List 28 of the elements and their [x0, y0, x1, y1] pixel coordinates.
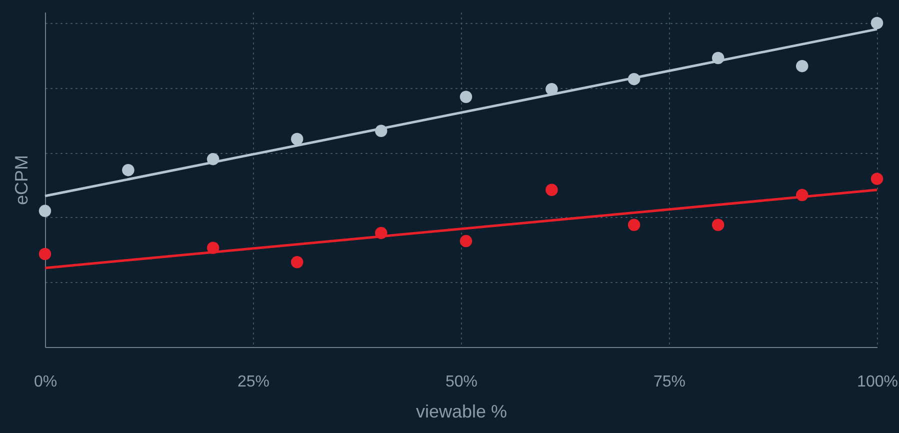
point: [206, 152, 220, 166]
x-axis-title: viewable %: [416, 402, 508, 422]
point: [712, 218, 724, 231]
point: [290, 256, 304, 268]
x-tick-label: 0%: [34, 374, 58, 390]
point: [38, 204, 52, 218]
point: [796, 188, 808, 202]
point: [546, 184, 558, 196]
point: [870, 16, 884, 30]
point: [122, 164, 134, 176]
point: [460, 234, 472, 248]
point: [38, 248, 52, 260]
point: [796, 60, 808, 72]
point: [206, 242, 220, 254]
x-tick-label: 75%: [653, 374, 686, 390]
point: [628, 72, 640, 86]
point: [290, 132, 304, 146]
point: [546, 82, 558, 96]
point: [375, 124, 388, 138]
y-axis-title: eCPM: [12, 154, 32, 206]
point: [870, 172, 884, 185]
x-tick-label: 25%: [237, 374, 270, 390]
point: [628, 218, 640, 231]
point: [375, 226, 388, 240]
x-tick-label: 100%: [857, 374, 898, 390]
x-tick-label: 50%: [445, 374, 478, 390]
point: [460, 90, 472, 103]
point: [712, 52, 724, 64]
